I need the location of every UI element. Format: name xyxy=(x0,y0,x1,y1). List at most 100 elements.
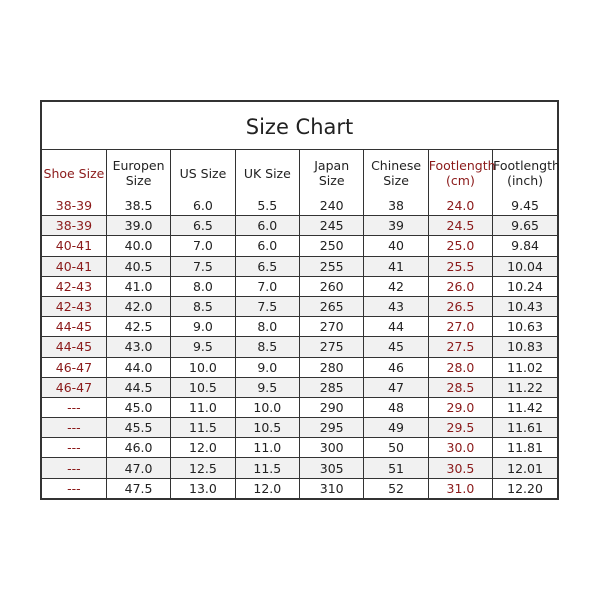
table-cell: 240 xyxy=(298,196,365,217)
table-cell: 45 xyxy=(363,336,429,358)
table-cell: 27.0 xyxy=(427,316,494,338)
table-cell: 52 xyxy=(363,477,429,498)
table-cell: 310 xyxy=(298,477,365,498)
table-row: 40-41 40.0 7.0 6.0 250 40 25.0 9.84 xyxy=(42,235,557,257)
table-cell: 270 xyxy=(298,316,365,338)
table-cell: 11.81 xyxy=(492,437,557,459)
column-header: Footlength (cm) xyxy=(427,150,496,196)
table-cell: 40-41 xyxy=(42,235,107,257)
table-cell: 44-45 xyxy=(42,336,107,358)
table-cell: 46 xyxy=(363,356,429,378)
table-cell: 42-43 xyxy=(42,275,107,297)
table-cell: 11.5 xyxy=(234,457,301,479)
table-cell: 8.5 xyxy=(234,336,301,358)
table-cell: 42.5 xyxy=(105,316,172,338)
column-header: Chinese Size xyxy=(363,150,429,196)
table-cell: 26.0 xyxy=(427,275,494,297)
table-cell: 42 xyxy=(363,275,429,297)
table-cell: 250 xyxy=(298,235,365,257)
table-cell: 12.01 xyxy=(492,457,557,479)
table-cell: 275 xyxy=(298,336,365,358)
table-cell: 50 xyxy=(363,437,429,459)
column-header: Footlength (inch) xyxy=(492,150,560,196)
table-cell: 290 xyxy=(298,396,365,419)
table-cell: 10.83 xyxy=(492,336,557,358)
table-cell: 25.0 xyxy=(427,235,494,257)
table-cell: 28.0 xyxy=(427,356,494,378)
table-cell: 47.5 xyxy=(105,477,172,498)
table-cell: 41 xyxy=(363,255,429,277)
table-cell: 12.5 xyxy=(170,457,236,479)
table-cell: 300 xyxy=(298,437,365,459)
table-cell: 46-47 xyxy=(42,356,107,378)
table-cell: 7.0 xyxy=(234,275,301,297)
table-cell: 43.0 xyxy=(105,336,172,358)
table-cell: 24.5 xyxy=(427,215,494,237)
table-cell: 47.0 xyxy=(105,457,172,479)
column-header: Japan Size xyxy=(298,150,365,196)
table-cell: 10.5 xyxy=(234,417,301,439)
table-cell: 13.0 xyxy=(170,477,236,498)
table-cell: 26.5 xyxy=(427,295,494,318)
table-cell: --- xyxy=(42,417,107,439)
table-cell: 38-39 xyxy=(42,196,107,217)
table-cell: 43 xyxy=(363,295,429,318)
table-cell: 11.0 xyxy=(234,437,301,459)
table-cell: 30.0 xyxy=(427,437,494,459)
table-cell: 38-39 xyxy=(42,215,107,237)
table-cell: 6.5 xyxy=(234,255,301,277)
table-cell: 45.0 xyxy=(105,396,172,419)
table-cell: 40.5 xyxy=(105,255,172,277)
table-cell: 40-41 xyxy=(42,255,107,277)
table-row: --- 45.0 11.0 10.0 290 48 29.0 11.42 xyxy=(42,396,557,419)
table-cell: 38.5 xyxy=(105,196,172,217)
table-cell: 38 xyxy=(363,196,429,217)
table-cell: 28.5 xyxy=(427,376,494,398)
column-header: US Size xyxy=(170,150,236,196)
table-cell: 6.0 xyxy=(170,196,236,217)
table-cell: 8.0 xyxy=(234,316,301,338)
table-cell: 245 xyxy=(298,215,365,237)
table-row: --- 46.0 12.0 11.0 300 50 30.0 11.81 xyxy=(42,437,557,459)
table-cell: 9.45 xyxy=(492,196,557,217)
size-table: Shoe Size Europen Size US Size UK Size Japan… xyxy=(42,150,560,498)
table-row: 38-39 38.5 6.0 5.5 240 38 24.0 9.45 xyxy=(42,196,557,217)
table-row: --- 45.5 11.5 10.5 295 49 29.5 11.61 xyxy=(42,417,557,439)
table-cell: 10.04 xyxy=(492,255,557,277)
table-cell: 39.0 xyxy=(105,215,172,237)
table-cell: 255 xyxy=(298,255,365,277)
table-cell: 6.0 xyxy=(234,235,301,257)
column-header: Europen Size xyxy=(105,150,172,196)
table-cell: 10.24 xyxy=(492,275,557,297)
table-cell: 29.5 xyxy=(427,417,494,439)
table-cell: 44.0 xyxy=(105,356,172,378)
table-cell: 11.61 xyxy=(492,417,557,439)
table-cell: 44.5 xyxy=(105,376,172,398)
table-cell: 9.84 xyxy=(492,235,557,257)
table-cell: 46.0 xyxy=(105,437,172,459)
table-cell: 45.5 xyxy=(105,417,172,439)
table-cell: 8.0 xyxy=(170,275,236,297)
table-cell: 40 xyxy=(363,235,429,257)
size-chart-table: Size Chart Shoe Size Europen Size US Size U… xyxy=(40,100,560,500)
table-cell: 42-43 xyxy=(42,295,107,318)
table-row: --- 47.0 12.5 11.5 305 51 30.5 12.01 xyxy=(42,457,557,479)
table-cell: 39 xyxy=(363,215,429,237)
table-cell: 47 xyxy=(363,376,429,398)
table-cell: --- xyxy=(42,437,107,459)
table-cell: 10.63 xyxy=(492,316,557,338)
table-cell: 48 xyxy=(363,396,429,419)
column-header: UK Size xyxy=(234,150,301,196)
table-cell: 12.20 xyxy=(492,477,557,498)
table-cell: 44 xyxy=(363,316,429,338)
table-cell: 6.0 xyxy=(234,215,301,237)
table-cell: 8.5 xyxy=(170,295,236,318)
table-cell: 285 xyxy=(298,376,365,398)
table-cell: 7.5 xyxy=(234,295,301,318)
table-cell: 12.0 xyxy=(170,437,236,459)
table-cell: 11.0 xyxy=(170,396,236,419)
table-cell: 6.5 xyxy=(170,215,236,237)
table-cell: 44-45 xyxy=(42,316,107,338)
table-row: --- 47.5 13.0 12.0 310 52 31.0 12.20 xyxy=(42,477,557,498)
table-cell: 25.5 xyxy=(427,255,494,277)
